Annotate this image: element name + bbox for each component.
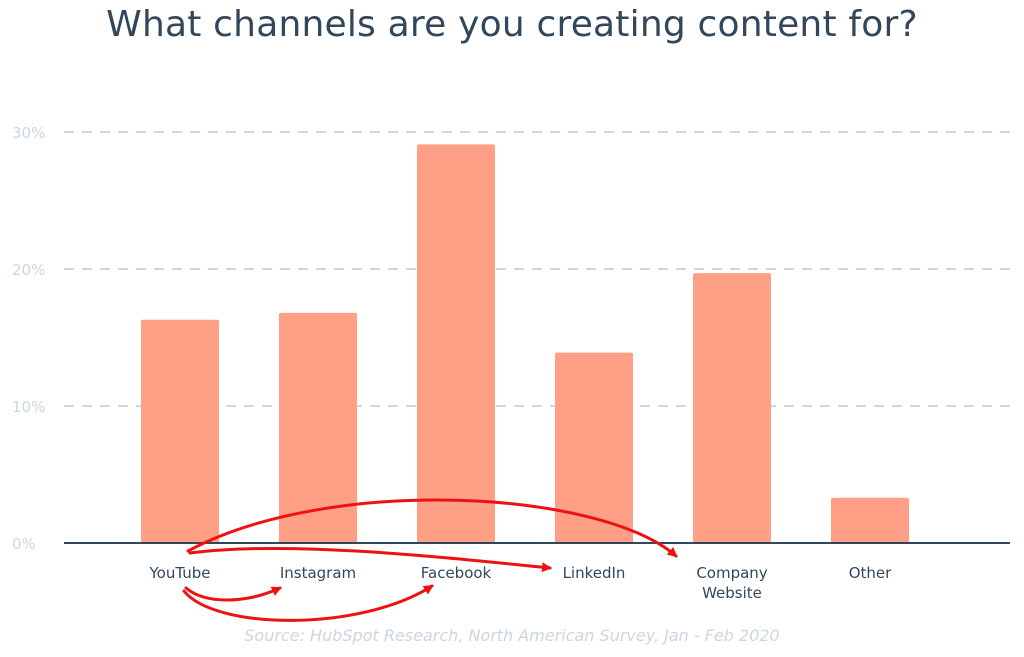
bar-youtube — [141, 319, 219, 543]
y-tick-label: 20% — [12, 261, 45, 279]
source-note: Source: HubSpot Research, North American… — [244, 626, 780, 645]
x-tick-label: Company Website — [696, 564, 767, 602]
bar-instagram — [279, 312, 357, 543]
annotation-arrow — [186, 498, 678, 558]
bar-facebook — [417, 144, 495, 543]
chart-title: What channels are you creating content f… — [106, 4, 918, 45]
bar-company-website — [693, 273, 771, 543]
y-tick-label: 30% — [12, 124, 45, 142]
x-tick-label: LinkedIn — [563, 564, 626, 582]
y-tick-label: 0% — [12, 535, 36, 553]
x-tick-label: Other — [849, 564, 892, 582]
bar-other — [831, 497, 909, 543]
x-tick-label: Instagram — [280, 564, 356, 582]
annotation-arrow — [182, 584, 434, 622]
y-tick-label: 10% — [12, 398, 45, 416]
x-tick-label: Facebook — [421, 564, 492, 582]
x-tick-label: YouTube — [149, 564, 211, 582]
annotation-arrow — [184, 586, 282, 602]
annotation-arrow — [188, 546, 552, 573]
bar-linkedin — [555, 352, 633, 543]
